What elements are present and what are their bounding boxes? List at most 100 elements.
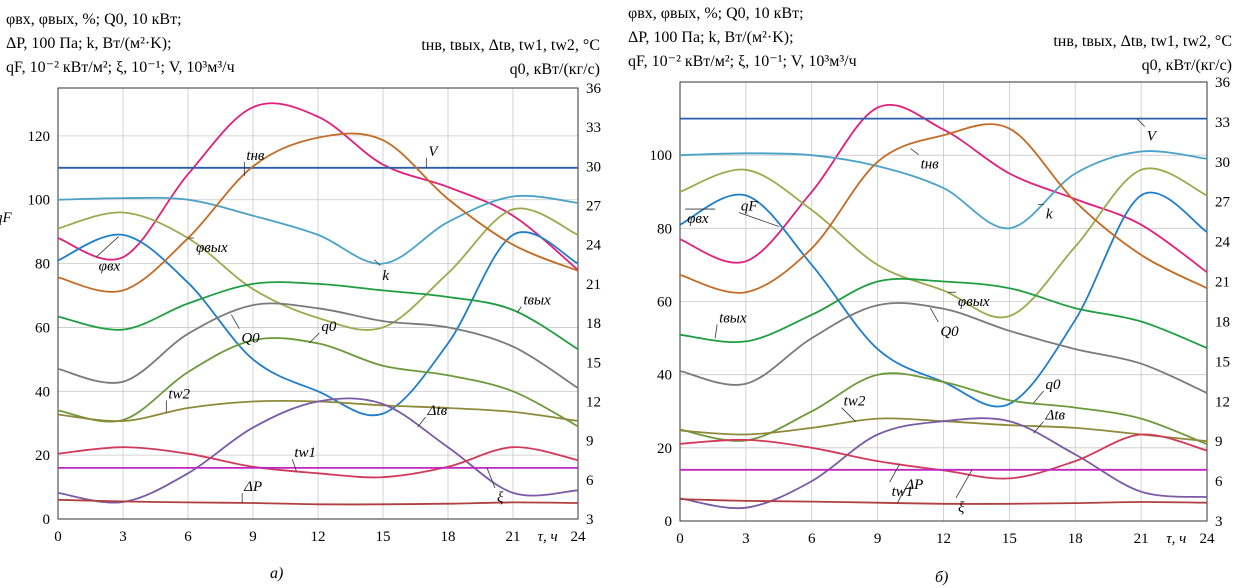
series-line-b-φвых xyxy=(679,167,1208,319)
series-line-b-q0 xyxy=(679,372,1208,446)
x-tick-label-a: 12 xyxy=(311,529,326,545)
y-right-tick-label-b: 15 xyxy=(1215,354,1230,370)
chart-a: 0 3 6 9 12 15 18 21 24τ, ч0204060801001203691215… xyxy=(0,81,602,545)
series-label-b-φвх: φвх xyxy=(687,211,709,227)
right-header-line2: ΔP, 100 Па; k, Вт/(м²·K); xyxy=(628,29,794,46)
left-header-line2: ΔP, 100 Па; k, Вт/(м²·K); xyxy=(6,35,172,52)
y-left-tick-label-b: 0 xyxy=(665,514,673,530)
series-label-a-φвых: φвых xyxy=(196,240,228,256)
series-line-b-tвых xyxy=(679,277,1208,349)
series-label-a-Δtв: Δtв xyxy=(427,403,448,419)
y-right-tick-label-a: 27 xyxy=(586,199,602,215)
y-left-tick-label-a: 60 xyxy=(35,320,50,336)
leader-line-b xyxy=(1033,421,1044,434)
series-line-a-tw1 xyxy=(57,446,579,479)
series-label-a-tвых: tвых xyxy=(523,293,551,309)
y-left-tick-label-a: 120 xyxy=(28,129,51,145)
y-right-tick-label-a: 6 xyxy=(586,473,594,489)
x-tick-label-b: 0 xyxy=(676,531,684,547)
right-right-axis-unit: q0, кВт/(кг/с) xyxy=(1142,57,1232,74)
x-tick-label-a: 15 xyxy=(376,529,391,545)
series-line-a-Δtв xyxy=(57,397,579,504)
y-left-tick-label-b: 40 xyxy=(657,368,672,384)
series-line-b-φвх xyxy=(679,191,1208,408)
y-left-tick-label-a: 0 xyxy=(43,512,51,528)
leader-line-a xyxy=(374,259,381,267)
series-line-b-Δtв xyxy=(679,417,1208,510)
leader-line-a xyxy=(230,314,240,329)
x-axis-label-b: τ, ч xyxy=(1166,531,1186,547)
y-right-tick-label-b: 18 xyxy=(1215,314,1230,330)
series-label-a-tw2: tw2 xyxy=(168,386,190,402)
left-right-axis-title: tнв, tвых, Δtв, tw1, tw2, °C xyxy=(421,37,600,54)
leader-line-b xyxy=(897,490,904,504)
x-tick-label-b: 9 xyxy=(874,531,882,547)
leader-line-a xyxy=(517,306,522,313)
x-tick-label-b: 18 xyxy=(1068,531,1083,547)
y-left-tick-label-b: 80 xyxy=(657,221,672,237)
series-label-a-Q0: Q0 xyxy=(241,331,260,347)
x-tick-label-a: 18 xyxy=(441,529,456,545)
series-line-b-k xyxy=(679,150,1208,230)
series-label-b-ΔP: ΔP xyxy=(904,477,923,493)
y-left-tick-label-a: 80 xyxy=(35,257,50,273)
y-left-tick-label-a: 40 xyxy=(35,384,50,400)
leader-line-b xyxy=(738,212,779,227)
series-label-a-tw1: tw1 xyxy=(294,445,316,461)
y-right-tick-label-a: 3 xyxy=(586,512,594,528)
series-line-b-tнв xyxy=(679,123,1208,294)
leader-line-b xyxy=(889,464,900,483)
y-left-tick-label-a: 20 xyxy=(35,448,50,464)
leader-line-b xyxy=(1033,390,1044,404)
series-label-a-ΔP: ΔP xyxy=(243,479,262,495)
y-right-tick-label-b: 6 xyxy=(1215,474,1223,490)
y-right-tick-label-b: 36 xyxy=(1215,75,1231,91)
series-label-a-ξ: ξ xyxy=(497,490,504,506)
y-right-tick-label-b: 33 xyxy=(1215,115,1230,131)
x-tick-label-a: 9 xyxy=(249,529,257,545)
leader-line-a xyxy=(417,416,426,428)
series-label-a-k: k xyxy=(382,268,389,284)
left-caption: а) xyxy=(270,565,283,582)
leader-line-b xyxy=(955,469,973,498)
y-right-tick-label-b: 12 xyxy=(1215,394,1230,410)
series-label-a-tнв: tнв xyxy=(246,148,265,164)
series-label-a-qF: qF xyxy=(0,210,13,226)
x-tick-label-a: 3 xyxy=(119,529,127,545)
y-right-tick-label-a: 9 xyxy=(586,434,594,450)
left-header-line3: qF, 10⁻² кВт/м²; ξ, 10⁻¹; V, 10³м³/ч xyxy=(6,59,235,76)
leader-line-a xyxy=(96,236,119,257)
leader-line-a xyxy=(309,332,320,344)
series-label-a-V: V xyxy=(428,144,439,160)
y-left-tick-label-a: 100 xyxy=(28,193,51,209)
y-right-tick-label-b: 24 xyxy=(1215,235,1231,251)
x-tick-label-b: 21 xyxy=(1134,531,1149,547)
y-right-tick-label-b: 3 xyxy=(1215,514,1223,530)
plot-frame-b xyxy=(679,81,1208,522)
y-right-tick-label-a: 15 xyxy=(586,355,601,371)
right-caption: б) xyxy=(935,569,948,586)
leader-line-a xyxy=(486,467,496,489)
y-right-tick-label-a: 30 xyxy=(586,159,601,175)
series-label-a-q0: q0 xyxy=(321,319,337,335)
y-right-tick-label-b: 30 xyxy=(1215,155,1230,171)
chart-b: 0 3 6 9 12 15 18 21 24τ, ч0204060801003691215182… xyxy=(650,75,1231,547)
series-line-a-tвых xyxy=(57,281,579,350)
leader-line-b xyxy=(1136,118,1146,127)
x-tick-label-b: 24 xyxy=(1200,531,1216,547)
leader-line-b xyxy=(841,407,856,422)
series-label-b-k: k xyxy=(1046,207,1053,223)
x-tick-label-b: 15 xyxy=(1002,531,1017,547)
series-label-b-q0: q0 xyxy=(1046,377,1062,393)
series-line-b-ΔP xyxy=(679,498,1208,505)
x-tick-label-b: 6 xyxy=(808,531,816,547)
x-tick-label-a: 21 xyxy=(506,529,521,545)
series-label-b-tвых: tвых xyxy=(719,310,747,326)
y-right-tick-label-a: 18 xyxy=(586,316,601,332)
series-line-a-qF xyxy=(57,102,579,271)
x-tick-label-a: 24 xyxy=(571,529,587,545)
series-label-b-φвых: φвых xyxy=(958,294,990,310)
y-right-tick-label-a: 21 xyxy=(586,277,601,293)
x-tick-label-a: 6 xyxy=(184,529,192,545)
